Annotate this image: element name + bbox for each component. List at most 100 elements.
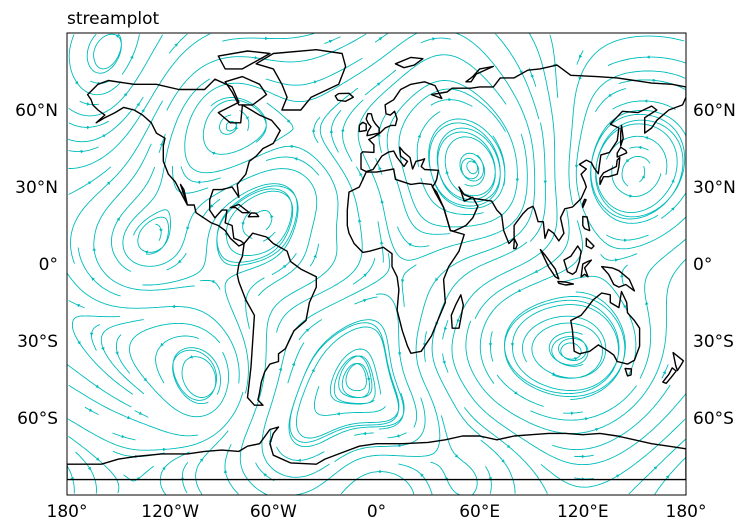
streamline-arrow (328, 39, 333, 44)
coastline (224, 75, 268, 106)
streamline (324, 36, 341, 45)
streamline-arrow (651, 78, 655, 83)
streamline-arrow (211, 280, 215, 284)
streamline (575, 70, 686, 250)
streamline (397, 226, 430, 248)
lat-tick-label-right: 30°N (693, 178, 736, 198)
streamline-arrow (336, 412, 340, 416)
streamline-arrow (488, 343, 493, 347)
streamline-arrow (305, 328, 310, 332)
streamline-arrow (143, 377, 147, 382)
streamline-arrow (241, 222, 245, 226)
streamline-arrow (397, 443, 401, 448)
streamline-arrow (160, 342, 164, 347)
streamline-arrow (87, 181, 92, 185)
streamline (166, 252, 187, 271)
streamline-arrow (171, 304, 175, 309)
streamline-arrow (645, 301, 649, 305)
streamline (168, 33, 188, 54)
streamline-arrow (417, 134, 421, 138)
streamline (530, 385, 637, 421)
streamline (86, 33, 122, 74)
streamline-arrow (380, 199, 384, 204)
coastline (358, 121, 367, 133)
streamline (271, 252, 297, 276)
streamline-arrow (291, 362, 296, 366)
streamline-arrow (653, 466, 658, 470)
coastline (513, 238, 518, 250)
streamline-arrow (376, 82, 381, 86)
streamline-arrow (311, 128, 316, 132)
streamline-arrow (514, 391, 518, 395)
coastline (601, 265, 636, 292)
streamline-arrow (92, 247, 96, 251)
streamline-arrow (543, 180, 547, 184)
streamline (660, 193, 686, 219)
streamline-arrow (130, 55, 134, 59)
coastlines (67, 49, 686, 481)
streamline-arrow (443, 327, 448, 331)
lat-tick-label-left: 30°S (17, 332, 58, 352)
streamline-arrow (641, 174, 645, 179)
streamline-arrow (574, 357, 578, 361)
streamline (420, 37, 451, 44)
streamline-arrow (186, 226, 190, 231)
streamline-arrow (614, 258, 619, 262)
streamline-arrow (127, 415, 131, 420)
streamline (121, 34, 140, 75)
streamline (68, 33, 211, 169)
streamline-arrow (116, 217, 120, 221)
streamline-arrow (270, 214, 274, 219)
streamline-arrow (623, 304, 627, 308)
streamline (155, 223, 162, 241)
streamline-arrow (584, 417, 589, 421)
streamline (255, 462, 275, 482)
streamline-arrow (644, 99, 648, 103)
streamline (465, 259, 686, 434)
streamline (611, 165, 662, 197)
streamline-arrow (396, 434, 400, 438)
streamline-arrow (86, 102, 91, 106)
streamline-arrow (362, 431, 367, 436)
streamline-arrow (534, 269, 538, 273)
streamline-arrow (311, 368, 315, 373)
coastline (229, 203, 250, 214)
streamline-arrow (595, 427, 599, 432)
streamline (261, 253, 391, 478)
streamline-arrow (87, 466, 91, 471)
coastline (86, 78, 281, 247)
streamline-arrow (377, 133, 381, 137)
streamline-arrow (89, 332, 94, 336)
streamline-arrow (671, 179, 675, 183)
streamline-arrow (620, 274, 624, 278)
streamline-arrow (671, 207, 675, 211)
streamline-arrow (174, 43, 178, 47)
lon-tick-label: 0° (367, 502, 386, 522)
streamline-arrow (263, 473, 267, 477)
streamline-arrow (515, 178, 520, 182)
streamline-arrow (358, 218, 362, 223)
streamline-arrow (510, 343, 515, 347)
streamline (295, 33, 536, 495)
streamline-arrow (579, 54, 583, 59)
coastline (255, 49, 347, 111)
coastline (217, 50, 271, 70)
coastline (365, 112, 380, 137)
lat-tick-label-right: 30°S (693, 332, 734, 352)
streamline-arrow (144, 250, 149, 254)
streamline (600, 253, 638, 261)
streamline (265, 156, 320, 176)
streamline (451, 33, 686, 466)
coastline (539, 248, 560, 280)
streamline (180, 166, 221, 183)
streamline-arrow (286, 119, 291, 123)
streamline (195, 430, 229, 495)
streamline (133, 209, 171, 255)
streamline-arrow (363, 298, 367, 303)
streamline-arrow (665, 475, 670, 479)
streamline-arrow (570, 411, 575, 415)
streamline (70, 100, 163, 264)
streamline (68, 146, 99, 153)
coastline (465, 65, 495, 83)
